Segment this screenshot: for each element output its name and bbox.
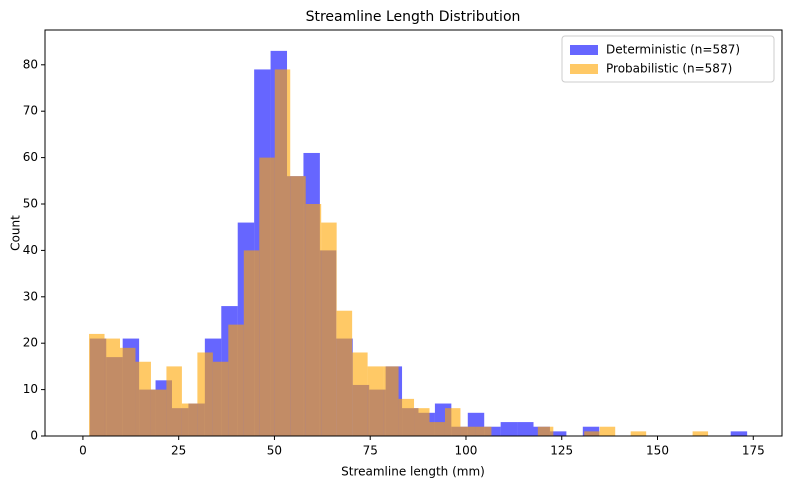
bar — [228, 324, 244, 436]
y-axis-label: Count — [9, 215, 23, 251]
legend-swatch — [570, 45, 598, 55]
legend-box — [561, 35, 775, 83]
bar — [383, 366, 399, 436]
bar — [336, 310, 353, 436]
y-tick-label: 70 — [23, 104, 38, 118]
y-tick-label: 20 — [23, 336, 38, 350]
bar — [120, 347, 136, 436]
x-tick-label: 100 — [455, 444, 478, 458]
bar — [197, 352, 213, 436]
y-tick-label: 30 — [23, 289, 38, 303]
legend-label: Deterministic (n=587) — [606, 43, 740, 57]
bar — [730, 431, 748, 436]
bar — [212, 361, 229, 436]
bar — [537, 426, 554, 436]
bar — [104, 338, 121, 436]
bar — [274, 69, 291, 436]
y-tick-label: 50 — [23, 197, 38, 211]
bar — [166, 366, 182, 436]
y-tick-label: 40 — [23, 243, 38, 257]
bar — [414, 408, 430, 436]
x-tick-label: 75 — [363, 444, 378, 458]
bar — [599, 426, 616, 436]
bar — [517, 422, 534, 436]
bar — [89, 333, 105, 436]
x-tick-label: 150 — [646, 444, 669, 458]
chart-title: Streamline Length Distribution — [306, 9, 521, 25]
y-tick-label: 10 — [23, 382, 38, 396]
x-tick-label: 125 — [550, 444, 573, 458]
bar — [367, 366, 384, 436]
legend-swatch — [570, 64, 598, 74]
bar — [352, 352, 368, 436]
legend-label: Probabilistic (n=587) — [606, 62, 732, 76]
bar — [398, 398, 415, 436]
bar — [460, 426, 476, 436]
bar — [549, 431, 567, 436]
bar — [475, 426, 492, 436]
x-tick-label: 50 — [267, 444, 282, 458]
plot-frame — [44, 29, 783, 437]
bar — [290, 176, 306, 436]
bar — [484, 426, 501, 436]
x-tick-label: 175 — [742, 444, 765, 458]
bar — [630, 431, 647, 436]
x-tick-label: 25 — [171, 444, 186, 458]
y-tick-label: 80 — [23, 57, 38, 71]
bar — [135, 361, 151, 436]
bar — [321, 222, 337, 436]
y-tick-label: 60 — [23, 150, 38, 164]
bar — [444, 408, 461, 436]
bar — [692, 431, 709, 436]
x-axis-label: Streamline length (mm) — [341, 465, 485, 479]
x-tick-label: 0 — [79, 444, 87, 458]
bar — [584, 431, 600, 436]
bar — [150, 389, 167, 436]
bar — [181, 403, 198, 436]
y-tick-label: 0 — [30, 429, 38, 443]
bar — [243, 250, 260, 436]
bar — [259, 157, 275, 436]
bar — [305, 204, 322, 436]
bar — [429, 422, 445, 436]
bar — [500, 422, 518, 436]
